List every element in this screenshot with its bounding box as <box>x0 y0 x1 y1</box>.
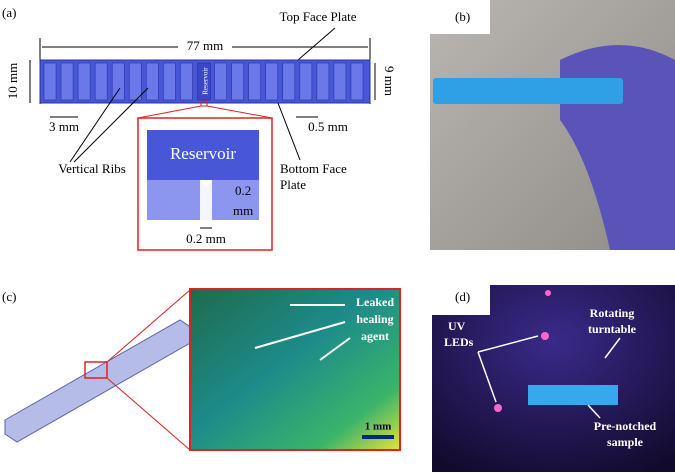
callout: Vertical Ribs <box>58 161 126 176</box>
scale-bar <box>362 435 394 439</box>
panel-label: (d) <box>455 289 470 304</box>
annotation: healing <box>356 312 393 326</box>
zoom-line <box>106 289 191 363</box>
annotation: UV <box>448 319 466 333</box>
dim-label: 0.2 <box>235 183 251 198</box>
cell <box>163 62 176 101</box>
arrow <box>319 337 351 361</box>
scale-label: 1 mm <box>365 421 392 433</box>
annotation: Rotating <box>590 306 635 320</box>
dim-label: 0.2 mm <box>186 231 226 246</box>
cell <box>231 62 244 101</box>
cell <box>60 62 74 101</box>
reservoir-label: Reservoir <box>202 67 210 95</box>
annotation: sample <box>607 435 644 449</box>
cell <box>77 62 91 101</box>
sample-bar <box>433 78 623 104</box>
cell <box>146 62 159 101</box>
panel-label: (a) <box>2 5 16 20</box>
leader <box>73 87 149 163</box>
arrow <box>477 351 497 403</box>
callout: Bottom Face <box>280 161 347 176</box>
photo <box>432 285 675 472</box>
cell <box>282 62 296 101</box>
leader <box>69 87 121 163</box>
arrow <box>254 321 346 349</box>
reservoir <box>147 130 259 180</box>
leader <box>297 27 336 61</box>
annotation: turntable <box>588 322 637 336</box>
cell <box>350 62 364 101</box>
beam-3d <box>4 319 193 443</box>
panel-label: (c) <box>2 289 16 304</box>
zoom-line <box>106 377 191 451</box>
arrow <box>587 404 601 419</box>
arrow <box>604 337 621 359</box>
cell <box>333 62 347 101</box>
led <box>494 404 502 412</box>
reservoir-label: Reservoir <box>170 144 236 163</box>
cell <box>316 62 330 101</box>
label-bg <box>430 0 490 34</box>
dim-label: 9 mm <box>382 66 397 96</box>
cell <box>180 62 193 101</box>
arrow <box>477 335 539 353</box>
cell <box>43 62 57 101</box>
dim-label: 77 mm <box>187 38 223 53</box>
panel-label: (b) <box>455 9 470 24</box>
notch <box>200 180 212 220</box>
cell <box>197 62 211 101</box>
cell <box>265 62 279 101</box>
annotation: LEDs <box>444 335 474 349</box>
annotation: Pre-notched <box>594 419 657 433</box>
dim-label: mm <box>233 203 253 218</box>
leader <box>277 102 301 161</box>
ribs <box>43 62 364 101</box>
cell <box>299 62 313 101</box>
dim-label: 3 mm <box>49 119 79 134</box>
led <box>545 290 551 296</box>
annotation: agent <box>361 329 389 343</box>
cell <box>214 62 227 101</box>
sample-bar <box>528 385 618 405</box>
zoom-marker <box>200 100 208 107</box>
zoom-line <box>206 105 273 119</box>
cell <box>248 62 261 101</box>
annotation: Leaked <box>356 295 394 309</box>
callout: Plate <box>280 177 306 192</box>
led <box>541 332 549 340</box>
dim-label: 10 mm <box>5 63 20 99</box>
zoom-marker <box>84 361 108 379</box>
cell <box>111 62 125 101</box>
cell <box>128 62 142 101</box>
label-bg <box>432 285 490 315</box>
cell <box>94 62 108 101</box>
zoom-line <box>137 105 202 119</box>
dim-label: 0.5 mm <box>308 119 348 134</box>
micrograph <box>189 288 401 451</box>
callout: Top Face Plate <box>279 9 356 24</box>
